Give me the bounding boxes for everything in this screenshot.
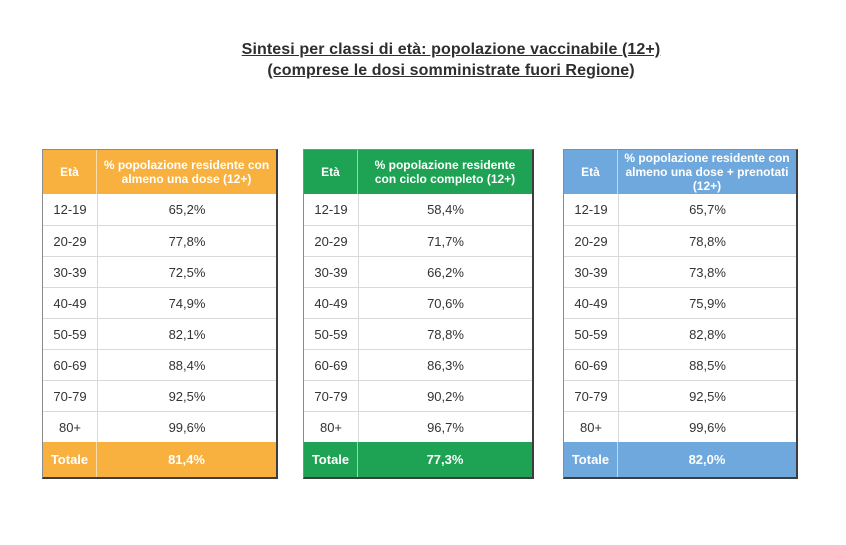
age-cell: 12-19: [53, 202, 87, 217]
age-cell: 80+: [579, 419, 603, 435]
column-header-percentage: % popolazione residente con almeno una d…: [624, 151, 790, 193]
table-row: 30-39 66,2%: [304, 256, 532, 287]
age-cell: 60-69: [574, 357, 608, 373]
percentage-cell: 71,7%: [358, 226, 532, 256]
column-header-age: Età: [564, 150, 618, 194]
total-label-cell: Totale: [564, 442, 618, 477]
age-cell: 50-59: [574, 326, 608, 342]
percentage-cell: 74,9%: [97, 288, 276, 318]
percentage-cell: 73,8%: [618, 257, 796, 287]
table-row: 60-69 86,3%: [304, 349, 532, 380]
age-cell: 60-69: [314, 357, 348, 373]
table-row: 20-29 77,8%: [43, 225, 276, 256]
percentage-cell: 88,5%: [618, 350, 796, 380]
column-header-age: Età: [304, 150, 358, 194]
total-row: Totale 77,3%: [304, 442, 532, 477]
table-row: 60-69 88,5%: [564, 349, 796, 380]
age-cell: 80+: [58, 419, 82, 435]
table-row: 70-79 92,5%: [43, 380, 276, 411]
table-row: 12-19 65,7%: [564, 194, 796, 225]
total-value-cell: 81,4%: [168, 452, 205, 467]
age-cell: 40-49: [574, 295, 608, 311]
total-row: Totale 81,4%: [43, 442, 276, 477]
table-row: 70-79 90,2%: [304, 380, 532, 411]
age-cell: 20-29: [574, 233, 608, 249]
table-row: 50-59 82,8%: [564, 318, 796, 349]
age-cell: 40-49: [53, 295, 87, 311]
percentage-cell: 65,7%: [618, 194, 796, 225]
percentage-cell: 65,2%: [97, 194, 276, 225]
table-row: 20-29 71,7%: [304, 225, 532, 256]
age-cell: 70-79: [574, 388, 608, 404]
table-row: 60-69 88,4%: [43, 349, 276, 380]
total-value-cell: 82,0%: [688, 452, 726, 467]
age-cell: 80+: [319, 419, 343, 435]
page-title: Sintesi per classi di età: popolazione v…: [56, 39, 846, 81]
table-header-row: Età % popolazione residente con almeno u…: [564, 150, 796, 194]
age-cell: 40-49: [314, 295, 348, 311]
percentage-cell: 58,4%: [358, 194, 532, 225]
table-row: 12-19 65,2%: [43, 194, 276, 225]
age-cell: 50-59: [314, 326, 348, 342]
percentage-cell: 88,4%: [97, 350, 276, 380]
column-header-percentage: % popolazione residente con ciclo comple…: [374, 158, 516, 186]
table-row: 50-59 78,8%: [304, 318, 532, 349]
percentage-cell: 78,8%: [618, 226, 796, 256]
table-row: 20-29 78,8%: [564, 225, 796, 256]
table-row: 80+ 96,7%: [304, 411, 532, 442]
total-row: Totale 82,0%: [564, 442, 796, 477]
table-row: 30-39 72,5%: [43, 256, 276, 287]
table-one-dose-plus-booked: Età % popolazione residente con almeno u…: [563, 149, 798, 479]
table-row: 12-19 58,4%: [304, 194, 532, 225]
table-row: 80+ 99,6%: [43, 411, 276, 442]
percentage-cell: 66,2%: [358, 257, 532, 287]
age-cell: 50-59: [53, 326, 87, 342]
percentage-cell: 96,7%: [358, 412, 532, 442]
percentage-cell: 72,5%: [97, 257, 276, 287]
table-header-row: Età % popolazione residente con almeno u…: [43, 150, 276, 194]
percentage-cell: 77,8%: [97, 226, 276, 256]
table-row: 30-39 73,8%: [564, 256, 796, 287]
table-row: 40-49 75,9%: [564, 287, 796, 318]
percentage-cell: 82,1%: [97, 319, 276, 349]
age-cell: 70-79: [53, 388, 87, 404]
table-row: 40-49 70,6%: [304, 287, 532, 318]
percentage-cell: 92,5%: [97, 381, 276, 411]
column-header-age: Età: [43, 150, 97, 194]
percentage-cell: 92,5%: [618, 381, 796, 411]
age-cell: 20-29: [314, 233, 348, 249]
percentage-cell: 86,3%: [358, 350, 532, 380]
age-cell: 30-39: [53, 264, 87, 280]
percentage-cell: 99,6%: [97, 412, 276, 442]
column-header-percentage: % popolazione residente con almeno una d…: [103, 158, 270, 186]
table-one-dose: Età % popolazione residente con almeno u…: [42, 149, 278, 479]
percentage-cell: 70,6%: [358, 288, 532, 318]
table-row: 70-79 92,5%: [564, 380, 796, 411]
age-cell: 30-39: [314, 264, 348, 280]
total-label-cell: Totale: [43, 442, 97, 477]
table-full-cycle: Età % popolazione residente con ciclo co…: [303, 149, 534, 479]
page-title-line-2: (comprese le dosi somministrate fuori Re…: [267, 62, 635, 79]
age-cell: 20-29: [53, 233, 87, 249]
page-title-line-1: Sintesi per classi di età: popolazione v…: [241, 41, 661, 58]
percentage-cell: 99,6%: [618, 412, 796, 442]
percentage-cell: 75,9%: [618, 288, 796, 318]
total-label-cell: Totale: [304, 442, 358, 477]
table-row: 50-59 82,1%: [43, 318, 276, 349]
percentage-cell: 82,8%: [618, 319, 796, 349]
age-cell: 60-69: [53, 357, 87, 373]
total-value-cell: 77,3%: [426, 452, 464, 467]
age-cell: 70-79: [314, 388, 348, 404]
age-cell: 12-19: [574, 202, 608, 217]
age-cell: 12-19: [314, 202, 348, 217]
percentage-cell: 90,2%: [358, 381, 532, 411]
table-row: 80+ 99,6%: [564, 411, 796, 442]
age-cell: 30-39: [574, 264, 608, 280]
table-row: 40-49 74,9%: [43, 287, 276, 318]
percentage-cell: 78,8%: [358, 319, 532, 349]
table-header-row: Età % popolazione residente con ciclo co…: [304, 150, 532, 194]
